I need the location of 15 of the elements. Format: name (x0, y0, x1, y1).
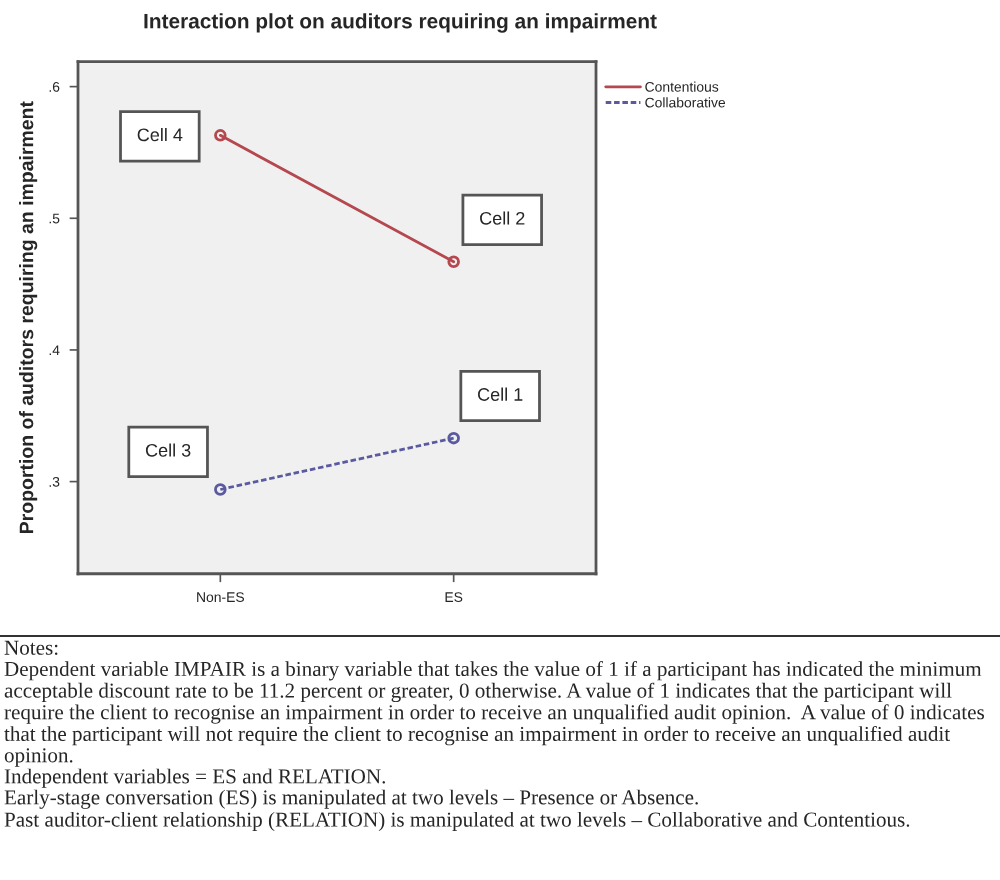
text: Past auditor-client relationship (RELATION) is manipulated at two levels – Collaborative and Contentious. (4, 811, 910, 832)
point (214, 483, 227, 496)
point (447, 255, 460, 268)
annotation: Cell 4 (137, 127, 183, 142)
annotation: Cell 2 (480, 211, 525, 225)
text: Early-stage conversation (ES) is manipulated at two levels – Presence or Absence. (4, 789, 698, 809)
point (447, 431, 460, 445)
text: Dependent variable IMPAIR is a binary variable that takes the value of 1 if a participant has indicated the minimum acceptable discount rate to be 11.2 percent or greater, 0 otherwise. A value of 1 indicates that the participant will require the client to recognise an impairment in order to receive an unqualified audit opinion. A value of 0 indicates that the participant will not require the client to recognise an impairment in order to receive an unqualified audit opinion. (4, 661, 984, 767)
annotation: Cell 1 (478, 387, 523, 401)
chart-title: Interaction plot on auditors requiring an impairment (144, 13, 657, 33)
annotation: Cell 3 (145, 443, 191, 457)
y-axis-title: Proportion of auditors requiring an impairment (19, 101, 38, 533)
point (214, 129, 227, 142)
text: Independent variables = ES and RELATION. (4, 768, 386, 788)
text: Notes: (4, 640, 58, 655)
